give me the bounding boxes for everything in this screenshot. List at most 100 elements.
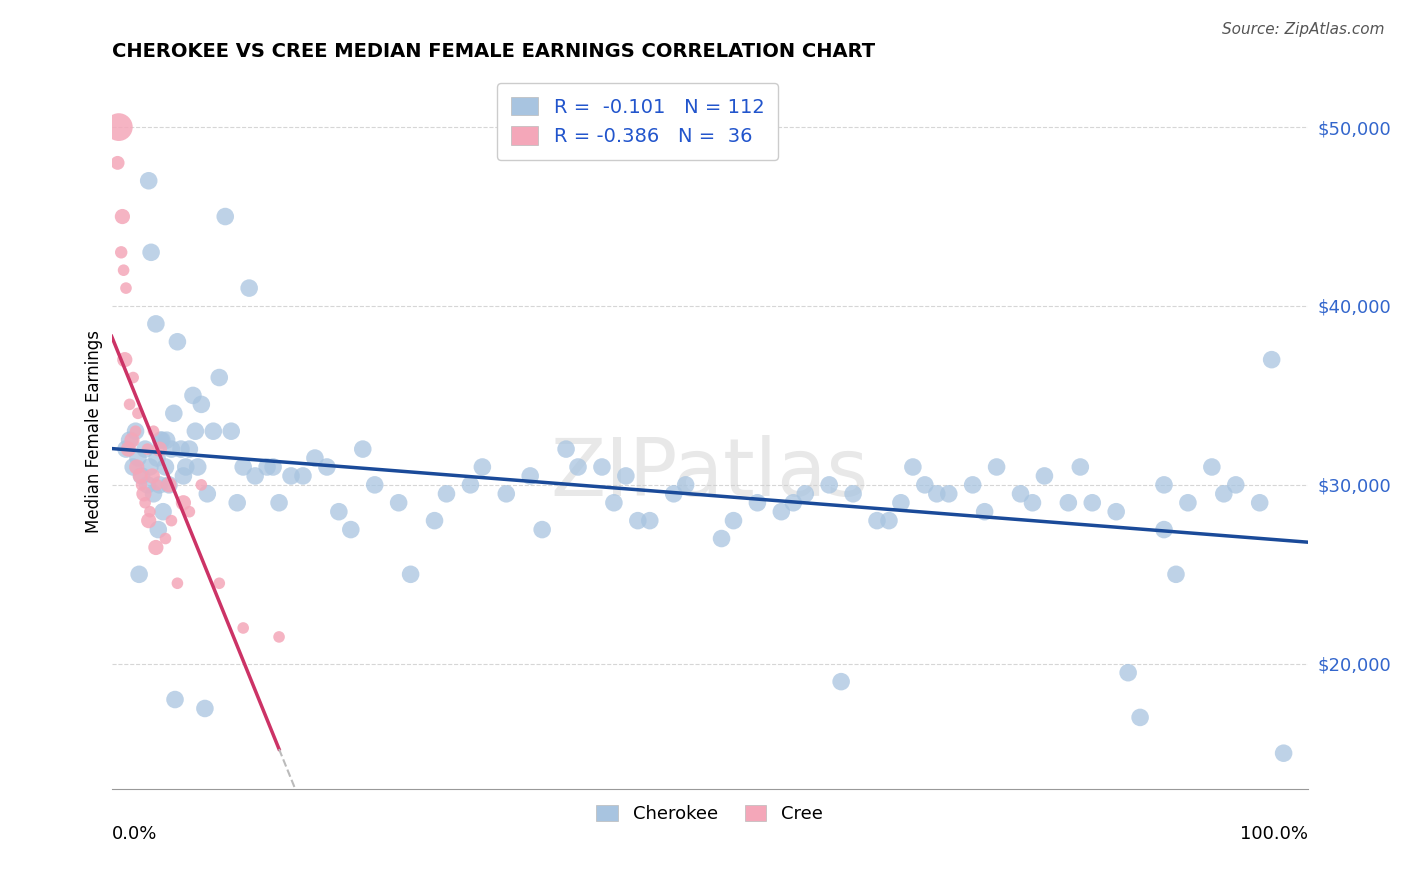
Point [152, 505, 174, 519]
Text: Source: ZipAtlas.com: Source: ZipAtlas.com [1222, 22, 1385, 37]
Text: 100.0%: 100.0% [1240, 825, 1308, 843]
Legend: Cherokee, Cree: Cherokee, Cree [589, 797, 830, 830]
Point [163, 406, 186, 420]
Point [208, 576, 231, 591]
Point [1069, 460, 1091, 475]
Point [914, 478, 936, 492]
Point [226, 496, 249, 510]
Point [1021, 496, 1043, 510]
Point [782, 496, 804, 510]
Point [1164, 567, 1187, 582]
Point [115, 442, 138, 456]
Point [110, 245, 132, 260]
Point [519, 469, 541, 483]
Point [1129, 710, 1152, 724]
Point [531, 523, 554, 537]
Point [262, 460, 284, 475]
Point [243, 469, 266, 483]
Point [194, 701, 217, 715]
Point [1081, 496, 1104, 510]
Point [256, 460, 278, 475]
Point [122, 460, 145, 475]
Point [352, 442, 374, 456]
Point [388, 496, 411, 510]
Point [214, 210, 236, 224]
Point [118, 433, 141, 447]
Point [136, 478, 159, 492]
Point [1201, 460, 1223, 475]
Point [315, 460, 337, 475]
Point [304, 450, 326, 465]
Point [1153, 523, 1175, 537]
Point [121, 433, 143, 447]
Point [267, 630, 290, 644]
Point [962, 478, 984, 492]
Point [460, 478, 482, 492]
Point [157, 478, 180, 492]
Point [973, 505, 995, 519]
Point [139, 460, 162, 475]
Point [662, 487, 685, 501]
Point [770, 505, 793, 519]
Point [179, 505, 201, 519]
Point [1177, 496, 1199, 510]
Point [150, 433, 173, 447]
Point [190, 397, 212, 411]
Point [115, 281, 138, 295]
Point [122, 370, 145, 384]
Point [174, 460, 197, 475]
Y-axis label: Median Female Earnings: Median Female Earnings [86, 330, 103, 533]
Point [291, 469, 314, 483]
Point [202, 424, 225, 438]
Point [723, 514, 745, 528]
Point [157, 478, 180, 492]
Point [125, 460, 148, 475]
Point [108, 120, 131, 134]
Point [124, 424, 146, 438]
Point [208, 370, 231, 384]
Point [195, 487, 218, 501]
Point [142, 424, 165, 438]
Point [1033, 469, 1056, 483]
Point [747, 496, 769, 510]
Point [555, 442, 578, 456]
Point [399, 567, 422, 582]
Point [107, 156, 129, 170]
Point [112, 263, 135, 277]
Point [118, 397, 141, 411]
Point [232, 460, 254, 475]
Point [1272, 746, 1295, 760]
Point [340, 523, 363, 537]
Point [148, 478, 170, 492]
Point [146, 478, 169, 492]
Point [124, 424, 146, 438]
Point [187, 460, 209, 475]
Point [128, 567, 150, 582]
Point [591, 460, 613, 475]
Point [160, 442, 183, 456]
Point [139, 245, 162, 260]
Point [1057, 496, 1080, 510]
Point [132, 487, 155, 501]
Point [163, 692, 186, 706]
Point [675, 478, 697, 492]
Point [172, 469, 194, 483]
Point [495, 487, 517, 501]
Point [129, 469, 152, 483]
Point [280, 469, 302, 483]
Point [146, 450, 169, 465]
Point [127, 450, 149, 465]
Point [219, 424, 242, 438]
Point [155, 532, 177, 546]
Point [638, 514, 661, 528]
Point [1249, 496, 1271, 510]
Point [136, 442, 159, 456]
Point [1225, 478, 1247, 492]
Point [111, 210, 134, 224]
Point [148, 442, 170, 456]
Point [567, 460, 589, 475]
Point [139, 505, 162, 519]
Point [131, 478, 153, 492]
Point [179, 442, 201, 456]
Point [1153, 478, 1175, 492]
